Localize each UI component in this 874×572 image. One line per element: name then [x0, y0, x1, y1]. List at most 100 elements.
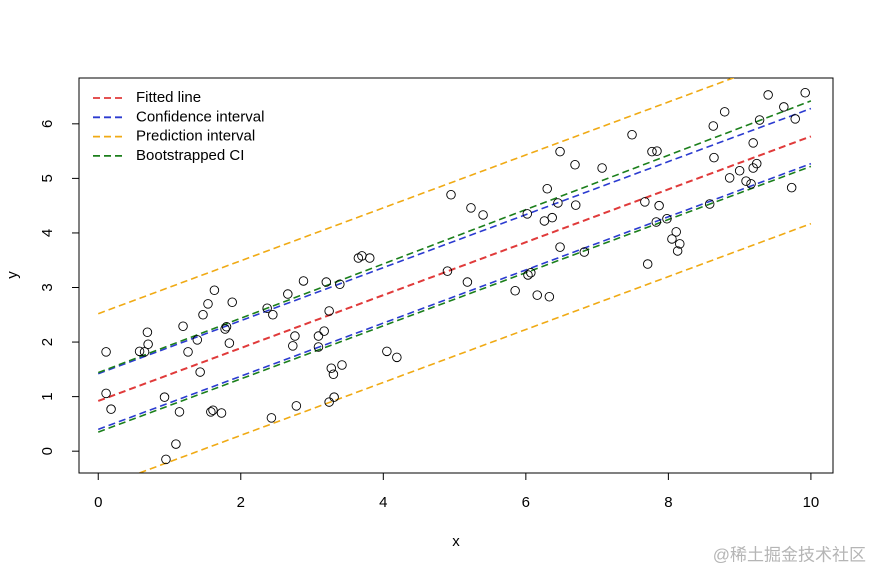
point	[741, 176, 751, 186]
point	[324, 397, 334, 407]
point	[134, 346, 145, 357]
point	[139, 347, 150, 357]
legend-label: Prediction interval	[136, 128, 255, 145]
point	[642, 259, 653, 269]
point	[221, 322, 232, 332]
point	[206, 407, 216, 417]
point	[553, 198, 563, 208]
point	[183, 347, 193, 357]
point	[446, 190, 456, 200]
point	[319, 326, 329, 336]
point	[382, 346, 392, 357]
point	[203, 299, 213, 309]
x-tick-label: 0	[94, 494, 102, 511]
point	[724, 173, 735, 183]
point	[268, 310, 278, 320]
point	[262, 303, 272, 313]
y-tick-label: 4	[39, 229, 56, 237]
point	[570, 200, 581, 210]
point	[209, 285, 220, 295]
point	[101, 347, 111, 357]
point	[800, 87, 810, 98]
point	[719, 107, 730, 117]
point	[220, 324, 230, 334]
point	[290, 331, 300, 341]
point	[652, 146, 662, 156]
y-tick-label: 6	[39, 120, 56, 128]
point	[532, 290, 542, 300]
point	[174, 407, 185, 417]
x-tick-label: 6	[522, 494, 530, 511]
y-tick-label: 5	[39, 174, 56, 182]
point	[748, 138, 758, 148]
point	[216, 408, 227, 418]
point	[321, 277, 332, 287]
point	[547, 212, 557, 223]
point	[522, 209, 533, 219]
point	[313, 331, 324, 341]
point	[143, 339, 153, 349]
point	[544, 292, 555, 302]
point	[335, 279, 345, 289]
point	[324, 306, 334, 316]
point	[283, 289, 293, 299]
point	[478, 210, 488, 220]
point	[198, 310, 208, 320]
lines	[97, 78, 812, 473]
point	[392, 352, 402, 363]
point	[442, 266, 453, 276]
point	[754, 115, 765, 125]
point	[195, 367, 205, 377]
point	[227, 297, 237, 307]
point	[462, 277, 473, 287]
point	[106, 404, 116, 414]
x-axis-label: x	[452, 533, 460, 550]
interval-line	[97, 78, 736, 315]
point	[161, 454, 171, 465]
legend-label: Confidence interval	[136, 108, 264, 125]
point	[709, 152, 719, 163]
point	[786, 182, 797, 193]
point	[329, 392, 339, 402]
point	[751, 158, 762, 169]
interval-line	[97, 100, 812, 374]
interval-line	[97, 165, 812, 433]
point	[142, 327, 153, 337]
y-axis-label: y	[4, 271, 21, 279]
point	[365, 253, 375, 263]
point	[555, 242, 565, 252]
point	[326, 363, 337, 373]
y-tick-label: 0	[39, 447, 56, 455]
point	[178, 321, 188, 331]
point	[675, 239, 685, 249]
point	[266, 413, 277, 423]
point	[523, 270, 533, 280]
interval-line	[137, 222, 812, 473]
point	[579, 247, 590, 257]
point	[466, 203, 476, 213]
y-tick-label: 1	[39, 392, 56, 400]
point	[159, 392, 170, 402]
point	[298, 276, 309, 286]
point	[570, 159, 580, 170]
point	[627, 129, 637, 140]
point	[328, 369, 339, 380]
point	[704, 199, 715, 209]
point	[671, 227, 681, 237]
point	[101, 388, 111, 399]
point	[224, 338, 235, 348]
interval-line	[97, 107, 812, 375]
point	[667, 234, 677, 244]
point	[337, 360, 347, 370]
y-tick-label: 3	[39, 283, 56, 291]
point	[192, 335, 203, 345]
point	[542, 184, 552, 194]
point	[171, 439, 181, 449]
x-tick-label: 4	[379, 494, 387, 511]
y-tick-label: 2	[39, 338, 56, 346]
point	[288, 341, 298, 351]
point	[526, 268, 536, 278]
point	[510, 286, 520, 296]
x-tick-label: 10	[803, 494, 820, 511]
